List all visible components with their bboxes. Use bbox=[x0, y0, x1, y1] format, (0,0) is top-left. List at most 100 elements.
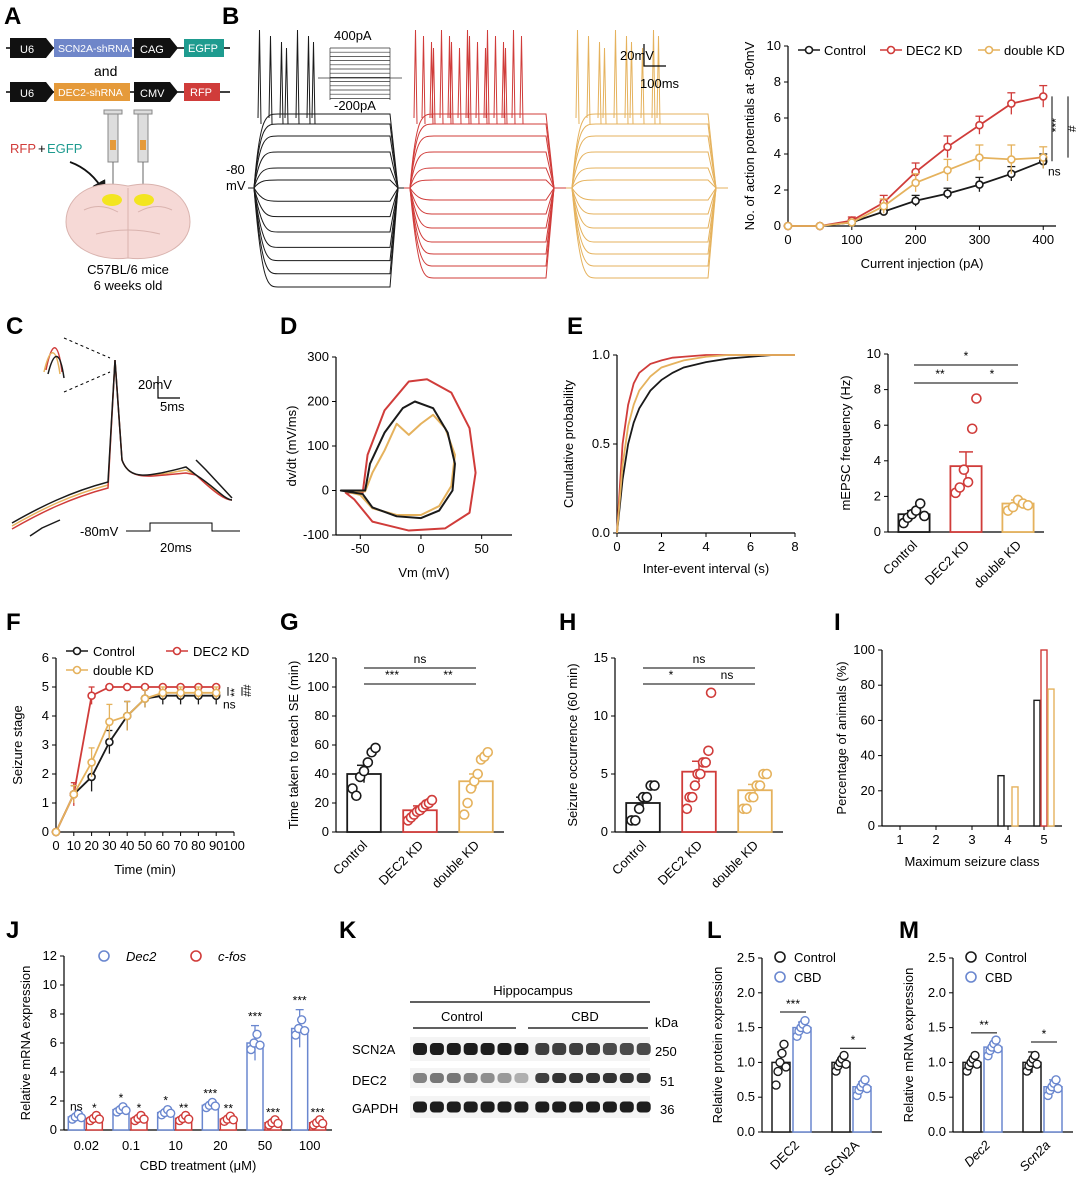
trace-spike bbox=[624, 35, 629, 125]
ap-trace bbox=[11, 359, 233, 527]
trace-hyper bbox=[248, 187, 410, 262]
data-point bbox=[165, 1108, 176, 1119]
egfp-box bbox=[184, 39, 224, 57]
blot-band bbox=[514, 1101, 529, 1113]
x-axis-label: Maximum seizure class bbox=[904, 854, 1040, 869]
vm-unit: mV bbox=[226, 178, 246, 193]
blot-band bbox=[463, 1073, 478, 1083]
scale-v-c: 20mV bbox=[138, 377, 172, 392]
data-point bbox=[975, 120, 984, 130]
panel-b-traces: 400pA -200pA -80 mV 20mV 100ms bbox=[226, 28, 728, 288]
data-point bbox=[1007, 99, 1016, 108]
blot-band bbox=[619, 1101, 634, 1113]
legend-label: Control bbox=[824, 43, 866, 58]
blot-band bbox=[480, 1043, 495, 1055]
category-label: Control bbox=[609, 837, 649, 877]
y-tick-label: 2 bbox=[774, 182, 781, 197]
data-point bbox=[993, 1044, 1003, 1054]
y-tick-label: 2.5 bbox=[928, 950, 946, 965]
sig-label: ns bbox=[70, 1100, 83, 1114]
data-point bbox=[1007, 501, 1019, 513]
x-tick-label: 90 bbox=[209, 838, 223, 853]
legend-label: c-fos bbox=[218, 949, 247, 964]
legend-marker bbox=[965, 971, 977, 983]
panel-label-f: F bbox=[6, 609, 21, 636]
data-point bbox=[633, 803, 645, 815]
data-point bbox=[775, 1057, 785, 1068]
data-point bbox=[105, 717, 114, 727]
category-label: Control bbox=[880, 537, 920, 577]
data-point bbox=[1038, 153, 1048, 162]
y-tick-label: 2 bbox=[42, 766, 49, 781]
x-tick-label: 100 bbox=[223, 838, 245, 853]
data-point bbox=[472, 768, 483, 780]
blot-band bbox=[569, 1101, 584, 1113]
y-axis-label: Relative protein expression bbox=[710, 967, 725, 1124]
dec2-shrna-label: DEC2-shRNA bbox=[58, 87, 123, 99]
data-point bbox=[771, 1080, 781, 1090]
trace-hyper bbox=[404, 187, 566, 229]
data-point bbox=[975, 153, 984, 162]
rfp-label: RFP bbox=[190, 87, 212, 99]
trace-spike bbox=[475, 41, 480, 125]
scn2a-shrna-box bbox=[54, 39, 132, 57]
legend-marker bbox=[72, 665, 82, 675]
trace-spike bbox=[467, 35, 472, 125]
trace-depol bbox=[409, 179, 555, 189]
data-point bbox=[1051, 1075, 1061, 1085]
trace-hyper bbox=[566, 187, 728, 215]
trace-group bbox=[404, 29, 566, 279]
x-tick-label: 6 bbox=[747, 539, 754, 554]
category-label: double KD bbox=[429, 838, 483, 892]
ap-trace bbox=[11, 359, 233, 524]
x-tick-label: 0 bbox=[417, 541, 424, 556]
y-tick-label: 6 bbox=[874, 417, 881, 432]
blot-band bbox=[429, 1043, 444, 1055]
inset-connector bbox=[63, 337, 111, 359]
ap-trace-start bbox=[29, 519, 61, 537]
stim-step-c bbox=[126, 522, 240, 532]
x-tick-label: 4 bbox=[1004, 832, 1011, 847]
ap-trace-end bbox=[195, 459, 233, 499]
y-tick-label: 8 bbox=[774, 74, 781, 89]
category-label: DEC2 KD bbox=[922, 538, 972, 588]
x-axis-label: Current injection (pA) bbox=[861, 256, 984, 271]
trace-depol bbox=[409, 113, 555, 189]
data-point bbox=[158, 688, 168, 698]
panel-label-h: H bbox=[559, 609, 576, 636]
y-tick-label: 6 bbox=[42, 650, 49, 665]
sig-label: ## bbox=[242, 684, 254, 697]
panel-label-i: I bbox=[834, 609, 841, 636]
trace-spike bbox=[493, 35, 498, 125]
x-tick-label: 2 bbox=[658, 539, 665, 554]
x-tick-label: 10 bbox=[67, 838, 81, 853]
blot-kda-gapdh: 36 bbox=[660, 1102, 674, 1117]
data-point bbox=[641, 791, 653, 803]
u6-promoter-2 bbox=[10, 82, 54, 102]
data-point bbox=[211, 688, 221, 698]
legend-label: Control bbox=[93, 644, 135, 659]
blot-band bbox=[413, 1101, 427, 1113]
data-point bbox=[1030, 1050, 1040, 1061]
data-point bbox=[1007, 155, 1016, 164]
data-point bbox=[954, 482, 966, 493]
y-tick-label: 20 bbox=[315, 795, 329, 810]
y-tick-label: 4 bbox=[874, 453, 881, 468]
legend-label: CBD bbox=[794, 970, 821, 985]
blot-kda-scn2a: 250 bbox=[655, 1044, 677, 1059]
blot-band bbox=[602, 1073, 617, 1083]
x-tick-label: 0 bbox=[52, 838, 59, 853]
sig-label: *** bbox=[311, 1105, 325, 1119]
sig-label: ** bbox=[935, 367, 945, 381]
sig-label: * bbox=[163, 1094, 168, 1108]
scale-t-b: 100ms bbox=[640, 76, 680, 91]
data-point bbox=[779, 1039, 789, 1050]
blot-band bbox=[446, 1043, 461, 1055]
blot-group-cbd: CBD bbox=[571, 1009, 598, 1024]
chart-h: 0 5 10 15 Seizure occurrence (60 min) Control… bbox=[565, 650, 783, 891]
data-point bbox=[781, 1062, 791, 1072]
y-tick-label: 5 bbox=[601, 766, 608, 781]
legend-marker bbox=[774, 951, 786, 963]
data-point bbox=[700, 757, 712, 768]
phase-loop bbox=[344, 378, 477, 532]
